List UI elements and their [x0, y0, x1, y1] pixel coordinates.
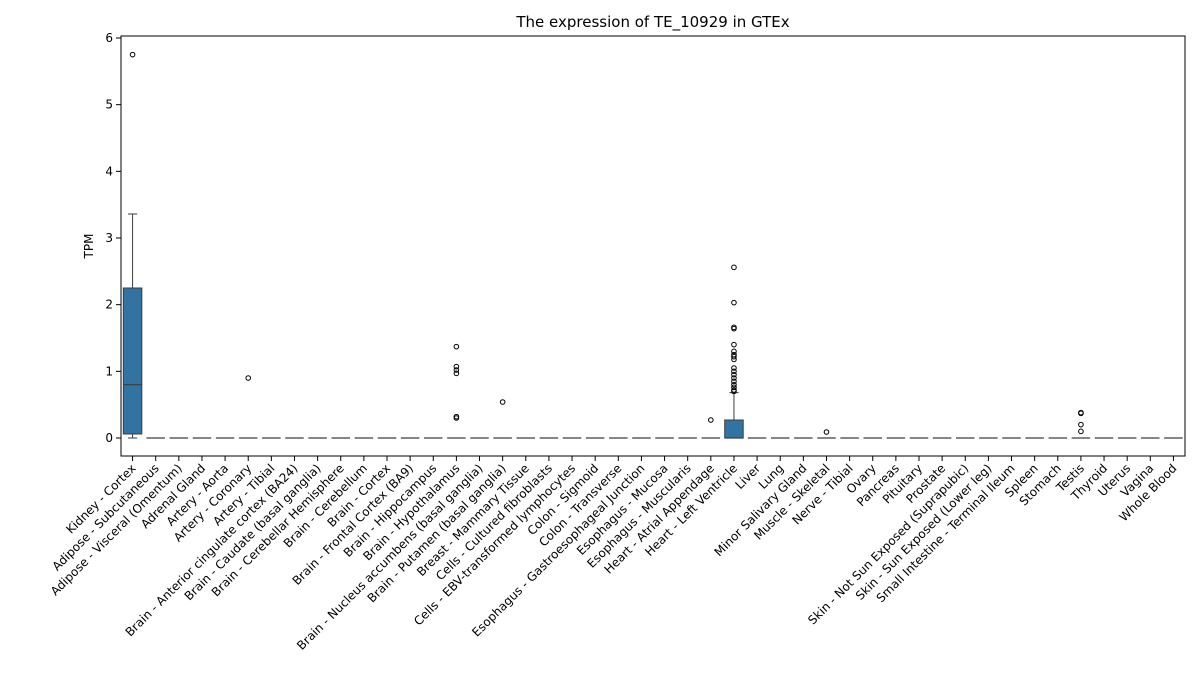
box-group: [493, 399, 512, 439]
box: [122, 287, 143, 435]
outlier-point: [731, 299, 737, 306]
y-tick-label: 3: [105, 231, 113, 245]
outlier-point: [245, 375, 252, 381]
outlier-point: [731, 325, 737, 332]
outlier-point: [731, 348, 737, 355]
y-axis: 0 1 2 3 4 5 6: [105, 31, 121, 445]
box-group: [817, 429, 836, 439]
box-group: [122, 51, 143, 439]
outlier-point: [731, 378, 737, 385]
outlier-point: [1078, 421, 1084, 428]
y-tick-label: 1: [105, 364, 113, 378]
plot-area: [122, 51, 1183, 439]
outlier-point: [453, 370, 460, 377]
outlier-point: [731, 381, 737, 388]
outlier-point: [1078, 428, 1084, 435]
y-tick-label: 6: [105, 31, 113, 45]
outlier-point: [731, 375, 737, 381]
outlier-point: [731, 264, 737, 271]
box-group: [238, 375, 258, 439]
y-tick-label: 5: [105, 98, 113, 112]
outlier-point: [823, 429, 830, 435]
y-tick-label: 0: [105, 431, 113, 445]
outlier-point: [708, 417, 714, 423]
box-group: [724, 264, 744, 439]
outlier-point: [731, 368, 737, 375]
box: [724, 419, 744, 439]
y-axis-title: TPM: [82, 234, 96, 260]
y-tick-label: 4: [105, 164, 113, 178]
outlier-point: [499, 399, 506, 405]
box-group: [447, 343, 466, 439]
chart-title: The expression of TE_10929 in GTEx: [515, 13, 789, 32]
outlier-point: [453, 363, 460, 370]
outlier-point: [453, 343, 460, 350]
box-group: [701, 417, 721, 439]
outlier-point: [453, 367, 460, 373]
outlier-point: [731, 388, 737, 395]
outlier-point: [731, 371, 737, 378]
outlier-point: [731, 341, 737, 348]
outlier-point: [731, 384, 737, 391]
box-group: [1071, 409, 1091, 439]
outlier-point: [731, 353, 737, 360]
outlier-point: [1078, 410, 1084, 417]
outlier-point: [453, 415, 460, 421]
outlier-point: [129, 51, 136, 58]
y-tick-label: 2: [105, 298, 113, 312]
outlier-point: [731, 365, 737, 371]
outlier-point: [731, 356, 737, 363]
plot-frame: [120, 35, 1186, 457]
